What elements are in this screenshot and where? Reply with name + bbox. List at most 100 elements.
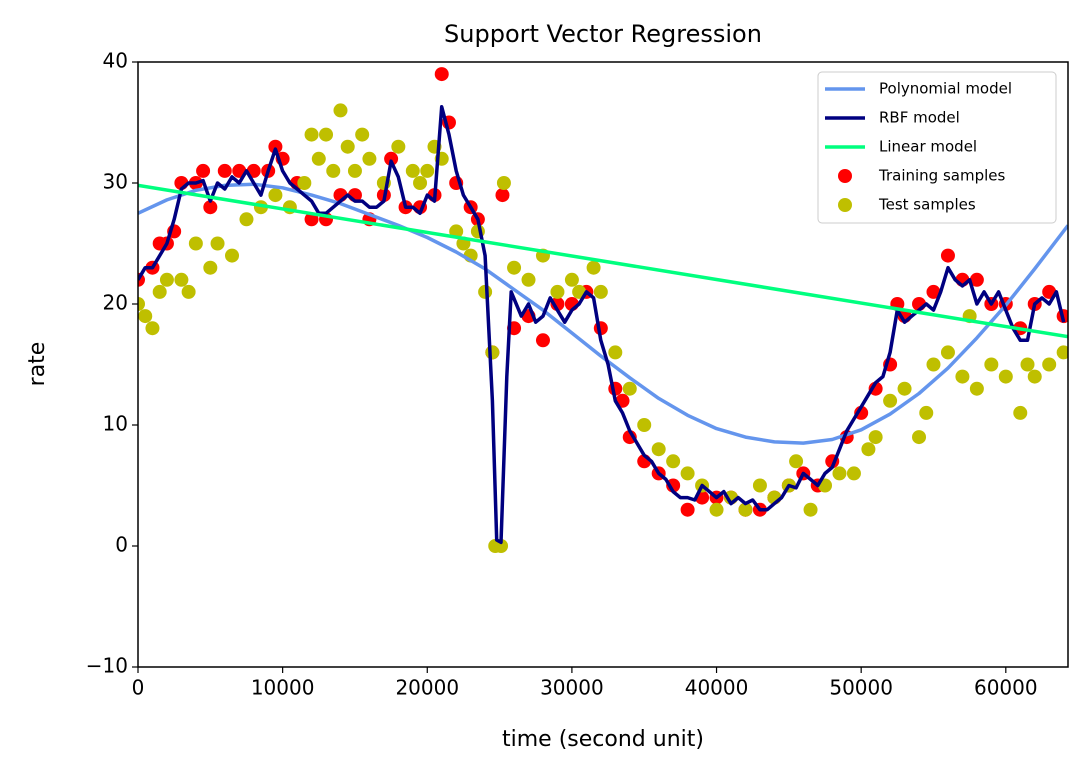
scatter-point xyxy=(984,357,999,372)
line-series xyxy=(138,105,1066,545)
scatter-point xyxy=(145,321,160,336)
scatter-point xyxy=(203,200,218,215)
y-tick-label: 10 xyxy=(103,412,128,436)
scatter-point xyxy=(217,163,232,178)
scatter-point xyxy=(969,272,984,287)
scatter-point xyxy=(919,405,934,420)
line-series xyxy=(138,183,1068,339)
scatter-point xyxy=(926,284,941,299)
scatter-point xyxy=(495,188,510,203)
scatter-point xyxy=(1013,405,1028,420)
scatter-point xyxy=(521,272,536,287)
x-tick-label: 0 xyxy=(132,676,145,700)
scatter-point xyxy=(174,272,189,287)
legend-label: Training samples xyxy=(878,167,1005,185)
scatter-point xyxy=(651,442,666,457)
scatter-point xyxy=(159,272,174,287)
scatter-point xyxy=(496,176,511,190)
y-tick-label: 20 xyxy=(103,291,128,315)
scatter-point xyxy=(666,454,681,469)
scatter-point xyxy=(210,236,225,251)
x-tick-label: 60000 xyxy=(974,676,1038,700)
line-series xyxy=(138,182,1068,445)
scatter-point xyxy=(340,139,355,154)
scatter-point xyxy=(586,260,601,275)
legend-marker xyxy=(838,198,852,212)
scatter-point xyxy=(485,345,500,360)
scatter-point xyxy=(268,139,283,154)
scatter-point xyxy=(861,442,876,457)
scatter-point xyxy=(535,333,550,348)
scatter-point xyxy=(550,284,565,299)
axes-frame xyxy=(137,61,1069,668)
scatter-point xyxy=(333,103,348,118)
legend-label: Polynomial model xyxy=(879,80,1012,98)
legend: Polynomial model RBF model Linear model Tra… xyxy=(817,71,1057,224)
scatter-point xyxy=(384,151,399,166)
scatter-point xyxy=(188,236,203,251)
legend-box xyxy=(817,71,1057,224)
scatter-point xyxy=(832,466,847,481)
scatter-point xyxy=(405,163,420,178)
scatter-point xyxy=(507,260,522,275)
scatter-point xyxy=(1056,345,1068,360)
legend-label: Test samples xyxy=(878,196,976,214)
scatter-point xyxy=(622,381,637,396)
scatter-point xyxy=(969,381,984,396)
scatter-point xyxy=(955,369,970,384)
scatter-point xyxy=(152,284,167,299)
scatter-point xyxy=(319,127,334,142)
scatter-point xyxy=(297,176,312,190)
scatter-point xyxy=(196,163,211,178)
legend-marker xyxy=(838,169,852,183)
scatter-point xyxy=(738,502,753,517)
scatter-point xyxy=(680,466,695,481)
scatter-point xyxy=(1027,369,1042,384)
scatter-point xyxy=(239,212,254,227)
scatter-point xyxy=(420,163,435,178)
legend-label: RBF model xyxy=(879,109,960,127)
scatter-point xyxy=(203,260,218,275)
scatter-point xyxy=(564,272,579,287)
scatter-point xyxy=(897,381,912,396)
x-tick-label: 10000 xyxy=(251,676,315,700)
scatter-point xyxy=(138,309,153,324)
scatter-point xyxy=(998,369,1013,384)
scatter-point xyxy=(362,151,377,166)
scatter-point xyxy=(311,151,326,166)
scatter-point xyxy=(1042,357,1057,372)
y-tick-label: 0 xyxy=(115,533,128,557)
scatter-point xyxy=(326,163,341,178)
y-axis-label: rate xyxy=(25,342,50,387)
x-tick-label: 50000 xyxy=(829,676,893,700)
scatter-point xyxy=(803,502,818,517)
x-tick-label: 40000 xyxy=(685,676,749,700)
scatter-point xyxy=(940,248,955,263)
y-tick-label: 40 xyxy=(103,49,128,73)
scatter-point xyxy=(304,127,319,142)
scatter-point xyxy=(413,176,428,190)
scatter-point xyxy=(789,454,804,469)
scatter-point xyxy=(434,67,449,82)
scatter-point xyxy=(940,345,955,360)
scatter-point xyxy=(391,139,406,154)
scatter-point xyxy=(347,163,362,178)
scatter-point xyxy=(680,502,695,517)
x-tick-label: 30000 xyxy=(540,676,604,700)
scatter-point xyxy=(883,393,898,408)
scatter-point xyxy=(181,284,196,299)
scatter-point xyxy=(752,478,767,493)
plot-area xyxy=(138,67,1068,553)
chart-title: Support Vector Regression xyxy=(444,20,762,48)
scatter-point xyxy=(608,345,623,360)
scatter-point xyxy=(355,127,370,142)
legend-label: Linear model xyxy=(879,138,977,156)
scatter-point xyxy=(138,297,145,311)
x-axis-label: time (second unit) xyxy=(502,727,704,752)
scatter-point xyxy=(593,284,608,299)
y-tick-label: 30 xyxy=(103,170,128,194)
y-tick-label: −10 xyxy=(86,654,128,678)
scatter-point xyxy=(225,248,240,263)
scatter-point xyxy=(709,502,724,517)
scatter-point xyxy=(912,430,927,445)
